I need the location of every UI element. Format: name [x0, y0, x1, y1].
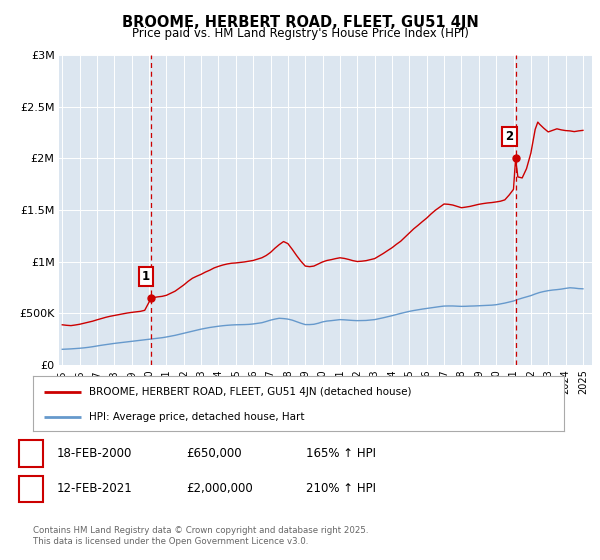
Text: 210% ↑ HPI: 210% ↑ HPI: [306, 482, 376, 496]
Text: 1: 1: [26, 447, 35, 460]
Text: 18-FEB-2000: 18-FEB-2000: [57, 447, 133, 460]
Text: 2: 2: [26, 482, 35, 496]
Text: 165% ↑ HPI: 165% ↑ HPI: [306, 447, 376, 460]
Text: Contains HM Land Registry data © Crown copyright and database right 2025.
This d: Contains HM Land Registry data © Crown c…: [33, 526, 368, 546]
Text: Price paid vs. HM Land Registry's House Price Index (HPI): Price paid vs. HM Land Registry's House …: [131, 27, 469, 40]
Text: BROOME, HERBERT ROAD, FLEET, GU51 4JN: BROOME, HERBERT ROAD, FLEET, GU51 4JN: [122, 15, 478, 30]
Text: BROOME, HERBERT ROAD, FLEET, GU51 4JN (detached house): BROOME, HERBERT ROAD, FLEET, GU51 4JN (d…: [89, 387, 411, 396]
Text: £650,000: £650,000: [186, 447, 242, 460]
Text: HPI: Average price, detached house, Hart: HPI: Average price, detached house, Hart: [89, 413, 304, 422]
Text: 12-FEB-2021: 12-FEB-2021: [57, 482, 133, 496]
Text: 2: 2: [505, 130, 514, 143]
Text: £2,000,000: £2,000,000: [186, 482, 253, 496]
Text: 1: 1: [142, 270, 150, 283]
